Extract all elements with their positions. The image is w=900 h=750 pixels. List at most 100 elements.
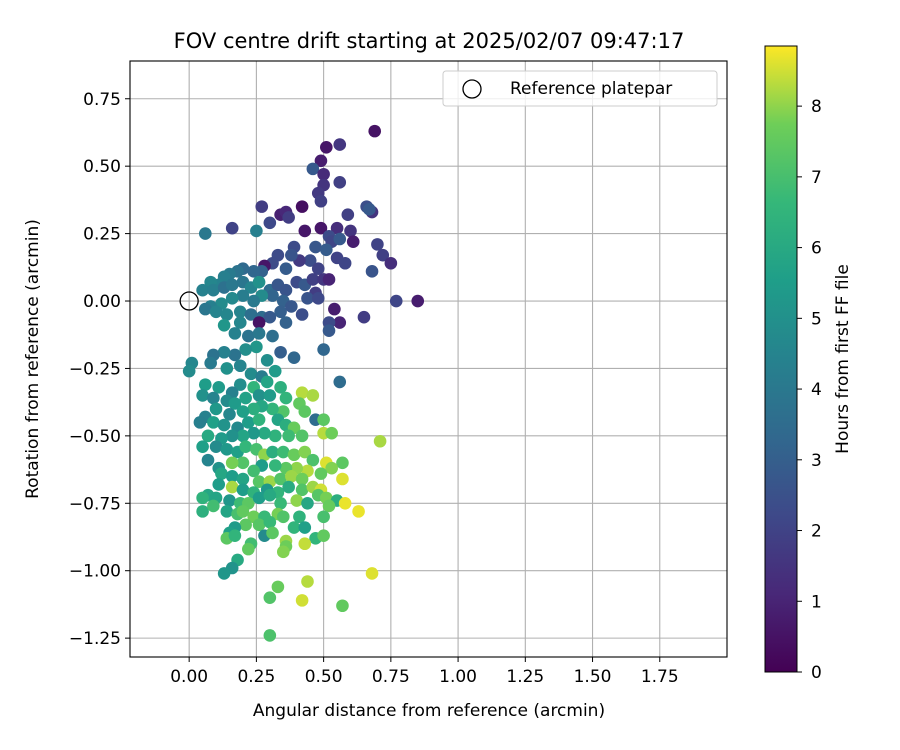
data-point — [306, 453, 320, 467]
colorbar-tick-label: 5 — [811, 309, 822, 329]
data-point — [411, 294, 425, 308]
data-point — [371, 238, 384, 251]
data-point — [314, 467, 328, 480]
data-point — [314, 154, 328, 168]
data-point — [220, 362, 234, 375]
data-point — [338, 496, 352, 510]
data-point — [242, 416, 255, 429]
data-point — [252, 275, 266, 289]
data-point — [365, 265, 379, 278]
colorbar-tick-label: 7 — [811, 168, 822, 188]
data-point — [295, 483, 309, 497]
data-point — [276, 545, 290, 559]
data-point — [317, 167, 330, 181]
data-point — [204, 356, 217, 370]
legend: Reference platepar — [442, 70, 718, 107]
data-point — [295, 200, 309, 213]
data-point — [247, 464, 261, 478]
data-point — [317, 529, 330, 542]
data-point — [298, 405, 312, 418]
data-point — [207, 416, 220, 429]
data-point — [225, 278, 239, 292]
data-point — [268, 429, 282, 443]
data-point — [217, 567, 231, 580]
data-point — [363, 203, 376, 216]
data-point — [268, 459, 282, 472]
data-point — [279, 391, 293, 405]
data-point — [365, 567, 379, 580]
data-point — [225, 480, 239, 494]
data-point — [295, 594, 309, 607]
data-point — [322, 273, 336, 286]
data-point — [228, 397, 242, 410]
data-point — [274, 305, 287, 319]
colorbar-ticks: 0 1 2 3 4 5 6 7 8 — [797, 97, 822, 683]
data-point — [196, 389, 209, 402]
data-point — [293, 510, 306, 524]
data-point — [244, 367, 258, 381]
data-point — [258, 426, 271, 440]
data-point — [217, 318, 231, 332]
data-point — [274, 496, 287, 510]
data-point — [223, 494, 236, 507]
data-point — [357, 310, 371, 324]
data-point — [263, 488, 277, 502]
colorbar-tick-label: 2 — [811, 522, 822, 542]
legend-marker-open-circle — [462, 79, 482, 99]
data-point — [239, 391, 252, 405]
data-point — [247, 294, 261, 308]
plot-frame — [129, 60, 728, 658]
x-axis-label: Angular distance from reference (arcmin) — [253, 701, 605, 721]
y-tick-label: 0.75 — [83, 90, 121, 110]
data-point — [274, 381, 287, 394]
colorbar-tick-label: 6 — [811, 239, 822, 259]
data-point — [301, 575, 314, 588]
data-point — [198, 302, 212, 316]
data-point — [268, 364, 282, 378]
data-point — [333, 176, 347, 189]
data-point — [209, 402, 223, 416]
data-point — [276, 445, 290, 459]
chart-title: FOV centre drift starting at 2025/02/07 … — [174, 29, 685, 53]
data-point — [389, 294, 403, 308]
data-point — [263, 515, 277, 529]
y-tick-label: 0.25 — [83, 225, 121, 245]
data-point — [247, 402, 261, 416]
data-point — [260, 375, 274, 389]
data-point — [276, 510, 290, 524]
data-point — [198, 227, 212, 240]
data-point — [196, 283, 209, 297]
data-point — [298, 521, 312, 534]
data-point — [193, 416, 207, 429]
data-point — [212, 478, 226, 491]
data-point — [228, 327, 242, 340]
y-tick-label: 0.50 — [83, 157, 121, 177]
colorbar: 0 1 2 3 4 5 6 7 8 Hours from first FF file — [764, 45, 853, 683]
data-point — [252, 518, 266, 532]
data-point — [333, 375, 347, 389]
y-tick-label: −0.50 — [69, 427, 121, 447]
data-point — [236, 505, 250, 518]
data-point — [236, 472, 250, 486]
data-point — [298, 537, 312, 551]
data-point — [279, 262, 293, 275]
data-point — [244, 308, 258, 321]
data-point — [317, 413, 330, 426]
data-point — [311, 292, 325, 305]
data-point — [306, 273, 320, 286]
colorbar-tick-label: 4 — [811, 380, 822, 400]
data-point — [220, 308, 234, 321]
data-point — [266, 445, 279, 459]
grid-lines — [130, 61, 727, 657]
data-point — [333, 316, 347, 329]
data-point — [282, 429, 295, 443]
data-point — [196, 491, 209, 505]
data-point — [295, 386, 309, 400]
data-point — [373, 434, 387, 448]
data-point — [236, 429, 250, 443]
data-point — [263, 310, 277, 324]
legend-box — [442, 70, 718, 107]
data-point — [325, 426, 338, 440]
data-point — [314, 221, 328, 235]
data-point — [260, 354, 274, 367]
